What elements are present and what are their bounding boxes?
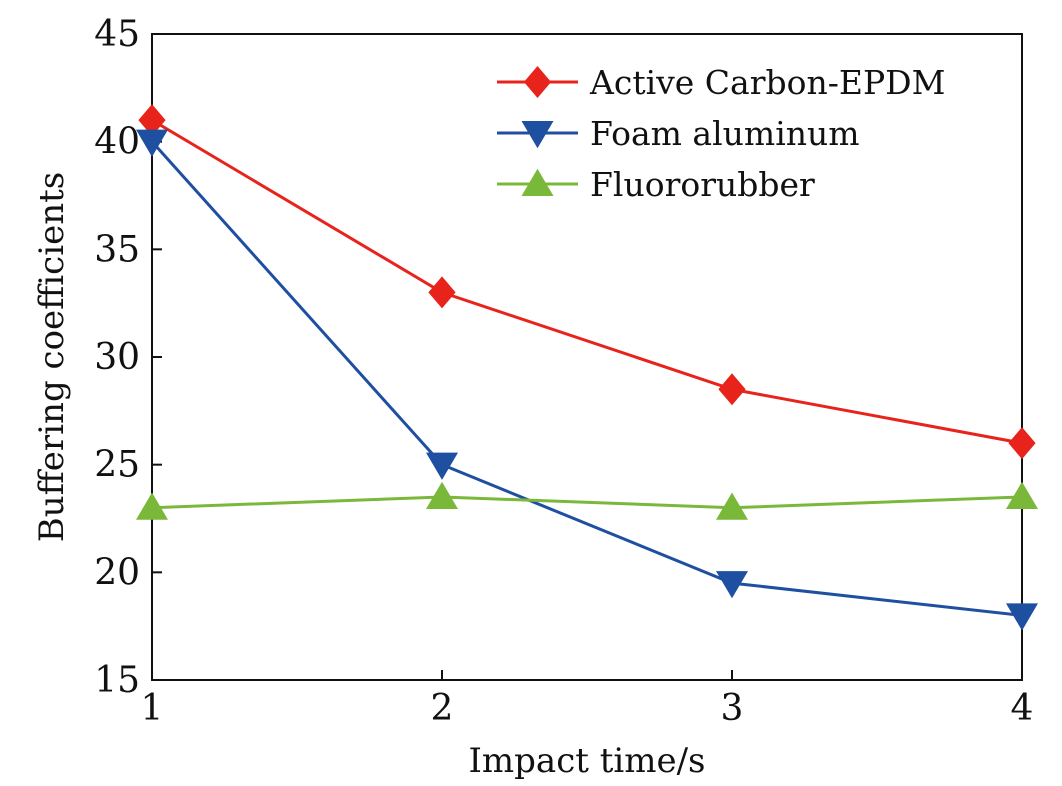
x-axis-title: Impact time/s [468,741,705,781]
legend-entry: Fluororubber [497,165,815,204]
legend-entry: Foam aluminum [497,114,860,153]
series-layer [136,104,1038,631]
data-point [138,104,166,137]
legend: Active Carbon-EPDM Foam aluminum Fluororub… [497,63,945,204]
data-point [426,481,458,509]
x-tick-label: 3 [721,688,744,729]
x-tick-label: 4 [1011,688,1034,729]
series-2 [136,129,1038,631]
plot-border [151,33,1023,681]
series-line [151,495,1023,510]
y-axis-title: Buffering coefficients [32,172,72,542]
y-tick-label: 20 [94,552,140,593]
y-axis: 15 20 25 30 35 40 45 [94,14,162,701]
plot-frame [151,33,1023,681]
y-tick-label: 25 [94,445,140,486]
data-point [136,492,168,520]
legend-marker [521,168,554,196]
legend-entry: Active Carbon-EPDM [497,63,945,102]
data-point [1008,427,1036,460]
y-tick-label: 35 [94,229,140,270]
data-point [1006,603,1038,631]
data-point [426,452,458,480]
legend-marker [521,121,554,149]
legend-label: Foam aluminum [590,114,860,153]
series-line [151,118,1023,445]
legend-label: Fluororubber [590,165,815,204]
y-tick-label: 30 [94,337,140,378]
series-1 [138,104,1036,460]
series-line [150,140,1023,617]
data-point [716,571,748,599]
y-tick-label: 40 [94,122,140,163]
y-tick-label: 45 [94,14,140,55]
data-point [716,492,748,520]
data-point [136,129,168,157]
x-tick-label: 1 [141,688,164,729]
legend-marker [523,66,552,98]
data-point [1006,481,1038,509]
legend-label: Active Carbon-EPDM [589,63,945,102]
x-tick-label: 2 [431,688,454,729]
series-3 [136,481,1038,520]
data-point [718,373,746,406]
x-axis: 1 2 3 4 [141,670,1034,729]
data-point [428,276,456,309]
y-tick-label: 15 [94,660,140,701]
